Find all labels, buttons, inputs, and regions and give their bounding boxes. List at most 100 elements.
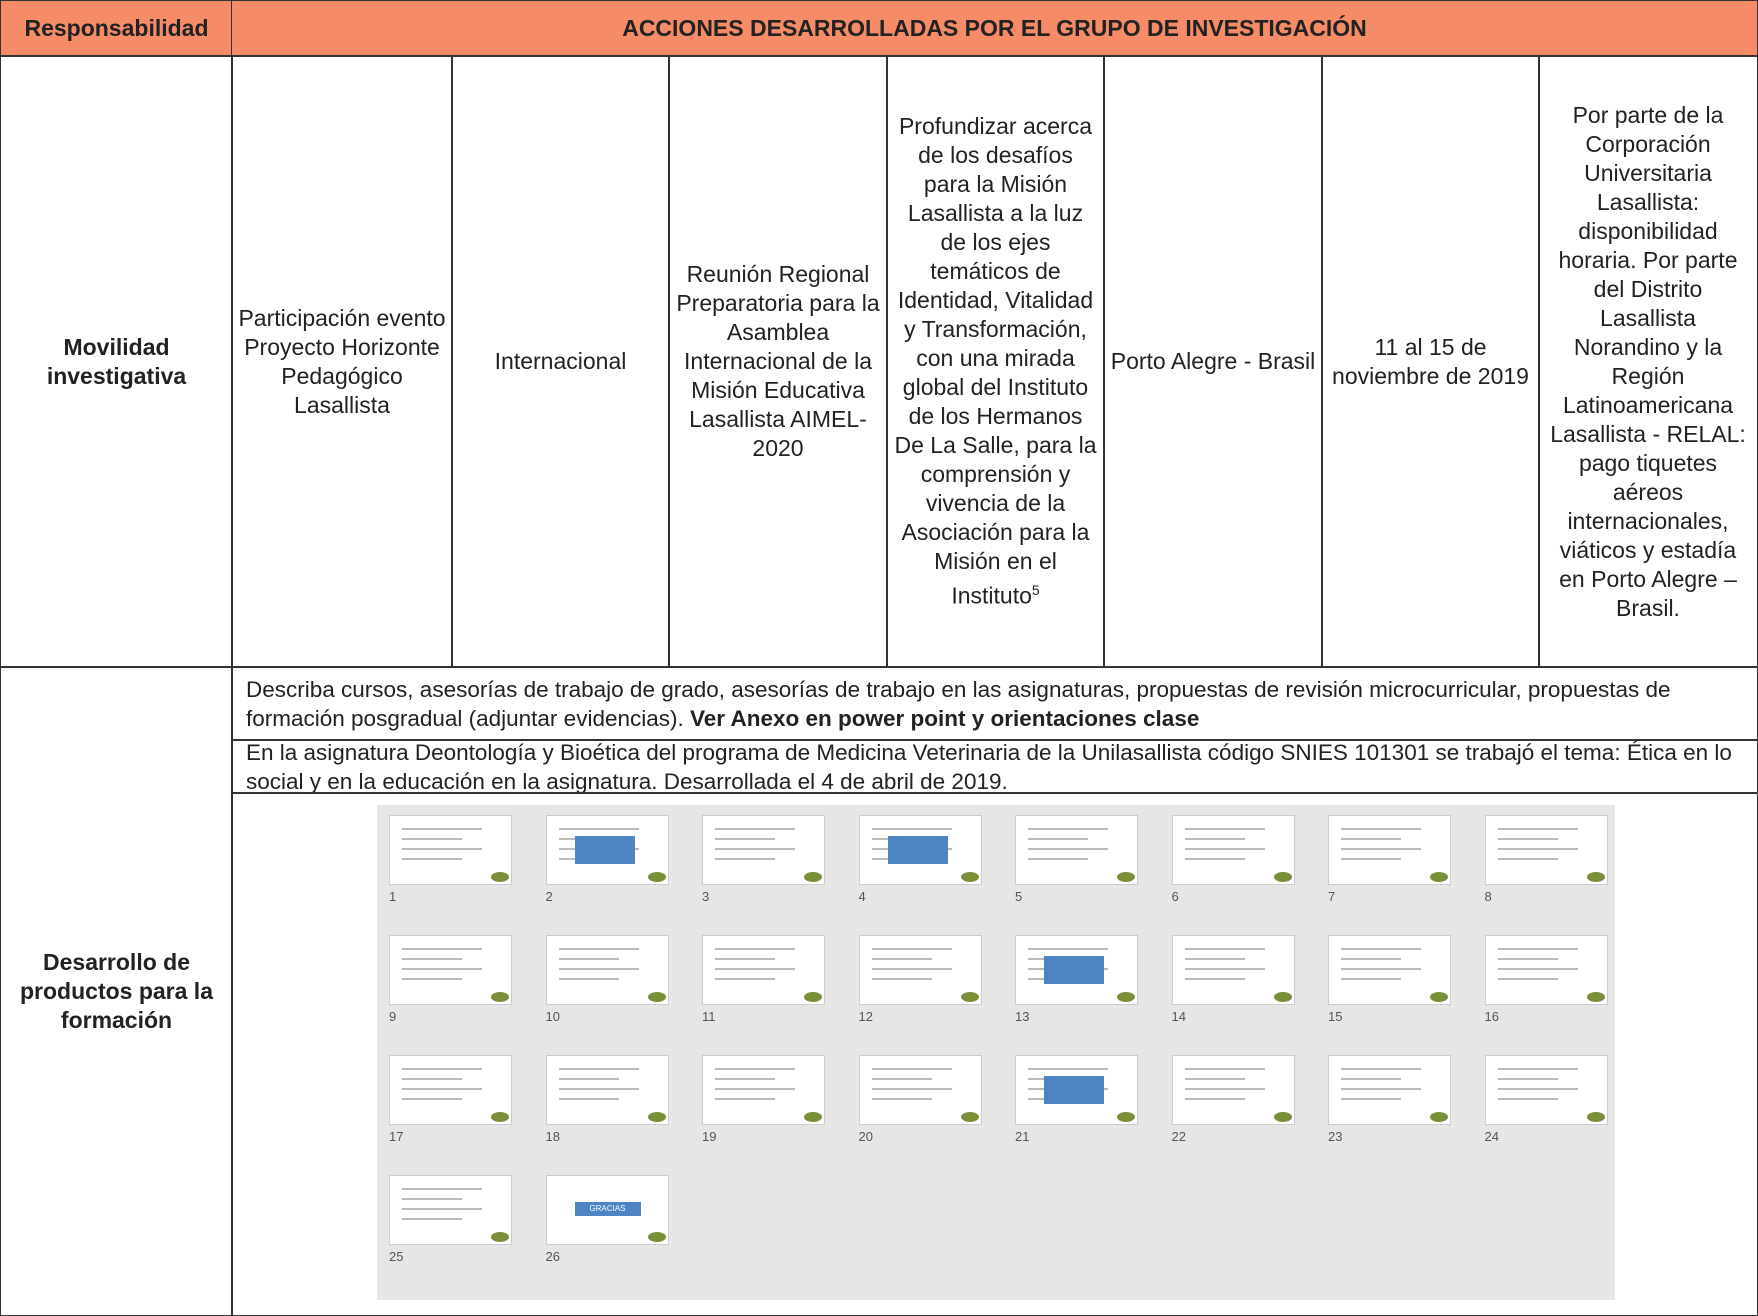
slide-number: 23 xyxy=(1328,1129,1343,1144)
slide-number: 22 xyxy=(1171,1129,1186,1144)
slide-line xyxy=(871,1078,932,1080)
slide-thumbnail xyxy=(1484,935,1608,1005)
slide-number: 9 xyxy=(389,1009,397,1024)
slide-line xyxy=(871,1068,952,1070)
slide-line xyxy=(1497,978,1558,980)
slide-line xyxy=(558,1088,639,1090)
cell: Describa cursos, asesorías de trabajo de… xyxy=(231,666,1758,741)
slide-thumbnail xyxy=(1328,935,1451,1005)
slide-line xyxy=(402,948,482,950)
closing-banner: GRACIAS xyxy=(574,1202,641,1216)
slide-line xyxy=(715,1088,795,1090)
slide-logo xyxy=(1117,1112,1135,1122)
slide-line xyxy=(1184,828,1265,830)
slide-line xyxy=(1341,848,1421,850)
slide-line xyxy=(1184,838,1245,840)
slide-number: 13 xyxy=(1015,1009,1030,1024)
slide-line xyxy=(871,978,932,980)
slide-line xyxy=(1341,968,1421,970)
slide-number: 7 xyxy=(1328,889,1336,904)
slide-line xyxy=(715,948,795,950)
slide-line xyxy=(558,968,639,970)
slide-number: 8 xyxy=(1484,889,1492,904)
slide-number: 4 xyxy=(858,889,866,904)
slide-logo xyxy=(491,872,509,882)
slide-line xyxy=(1497,958,1558,960)
slide-line xyxy=(1497,948,1578,950)
slide-line xyxy=(1184,958,1245,960)
slide-logo xyxy=(1430,1112,1448,1122)
slide-line xyxy=(402,858,462,860)
slide-line xyxy=(715,958,775,960)
slide-line xyxy=(402,1088,482,1090)
slide-line xyxy=(402,1078,462,1080)
cell-text: Describa cursos, asesorías de trabajo de… xyxy=(246,675,1743,733)
slide-thumbnail xyxy=(545,1055,669,1125)
slide-thumbnail xyxy=(858,1055,982,1125)
slide-line xyxy=(1497,1088,1578,1090)
slide-number: 26 xyxy=(545,1249,560,1264)
slide-line xyxy=(1028,858,1088,860)
slide-logo xyxy=(647,1112,666,1122)
slide-logo xyxy=(647,992,666,1002)
slide-thumbnail xyxy=(1328,815,1451,885)
slide-line xyxy=(1028,848,1108,850)
slide-number: 14 xyxy=(1171,1009,1186,1024)
slide-thumbnail xyxy=(858,935,982,1005)
slide-line xyxy=(1028,838,1088,840)
slide-line xyxy=(871,958,932,960)
slide-thumbnail xyxy=(1484,1055,1608,1125)
slide-figure xyxy=(887,836,948,864)
slide-line xyxy=(558,948,639,950)
slide-line xyxy=(1341,978,1401,980)
slide-line xyxy=(1341,958,1401,960)
slide-thumbnail xyxy=(1015,1055,1138,1125)
slide-number: 10 xyxy=(545,1009,560,1024)
slide-line xyxy=(1184,1088,1265,1090)
slide-line xyxy=(871,1088,952,1090)
slide-number: 2 xyxy=(545,889,553,904)
slide-thumbnail xyxy=(545,815,669,885)
slide-logo xyxy=(1117,872,1135,882)
slide-line xyxy=(402,838,462,840)
slide-thumbnail xyxy=(389,1175,512,1245)
slide-logo xyxy=(1273,1112,1292,1122)
slide-number: 11 xyxy=(702,1009,716,1024)
slide-number: 16 xyxy=(1484,1009,1499,1024)
cell-text: Profundizar acerca de los desafíos para … xyxy=(893,112,1098,611)
slide-line xyxy=(402,1068,482,1070)
slide-number: 19 xyxy=(702,1129,717,1144)
text: Describa cursos, asesorías de trabajo de… xyxy=(246,676,1671,731)
slide-line xyxy=(715,838,775,840)
slide-line xyxy=(1184,848,1265,850)
slide-line xyxy=(402,1188,482,1190)
slide-line xyxy=(1341,1088,1421,1090)
slide-line xyxy=(715,1068,795,1070)
slide-logo xyxy=(647,1232,666,1242)
slide-logo xyxy=(960,872,979,882)
slide-number: 15 xyxy=(1328,1009,1343,1024)
slide-logo xyxy=(491,1232,509,1242)
slide-logo xyxy=(804,992,822,1002)
slide-line xyxy=(558,978,619,980)
slide-line xyxy=(1184,858,1245,860)
cell: Por parte de la Corporación Universitari… xyxy=(1538,55,1758,668)
slide-figure xyxy=(1044,1076,1104,1104)
slide-thumbnail xyxy=(1015,815,1138,885)
slide-logo xyxy=(1586,872,1605,882)
row-label: Desarrollo de productos para la formació… xyxy=(0,666,233,1316)
slide-thumbnail xyxy=(702,935,825,1005)
slide-line xyxy=(871,828,952,830)
slide-line xyxy=(402,958,462,960)
slide-thumbnail xyxy=(1484,815,1608,885)
cell: Porto Alegre - Brasil xyxy=(1103,55,1323,668)
slide-line xyxy=(402,848,482,850)
slide-line xyxy=(402,968,482,970)
slide-line xyxy=(402,1098,462,1100)
slide-line xyxy=(1341,1098,1401,1100)
slide-number: 17 xyxy=(389,1129,404,1144)
slide-line xyxy=(402,828,482,830)
slide-number: 25 xyxy=(389,1249,404,1264)
slide-number: 3 xyxy=(702,889,710,904)
